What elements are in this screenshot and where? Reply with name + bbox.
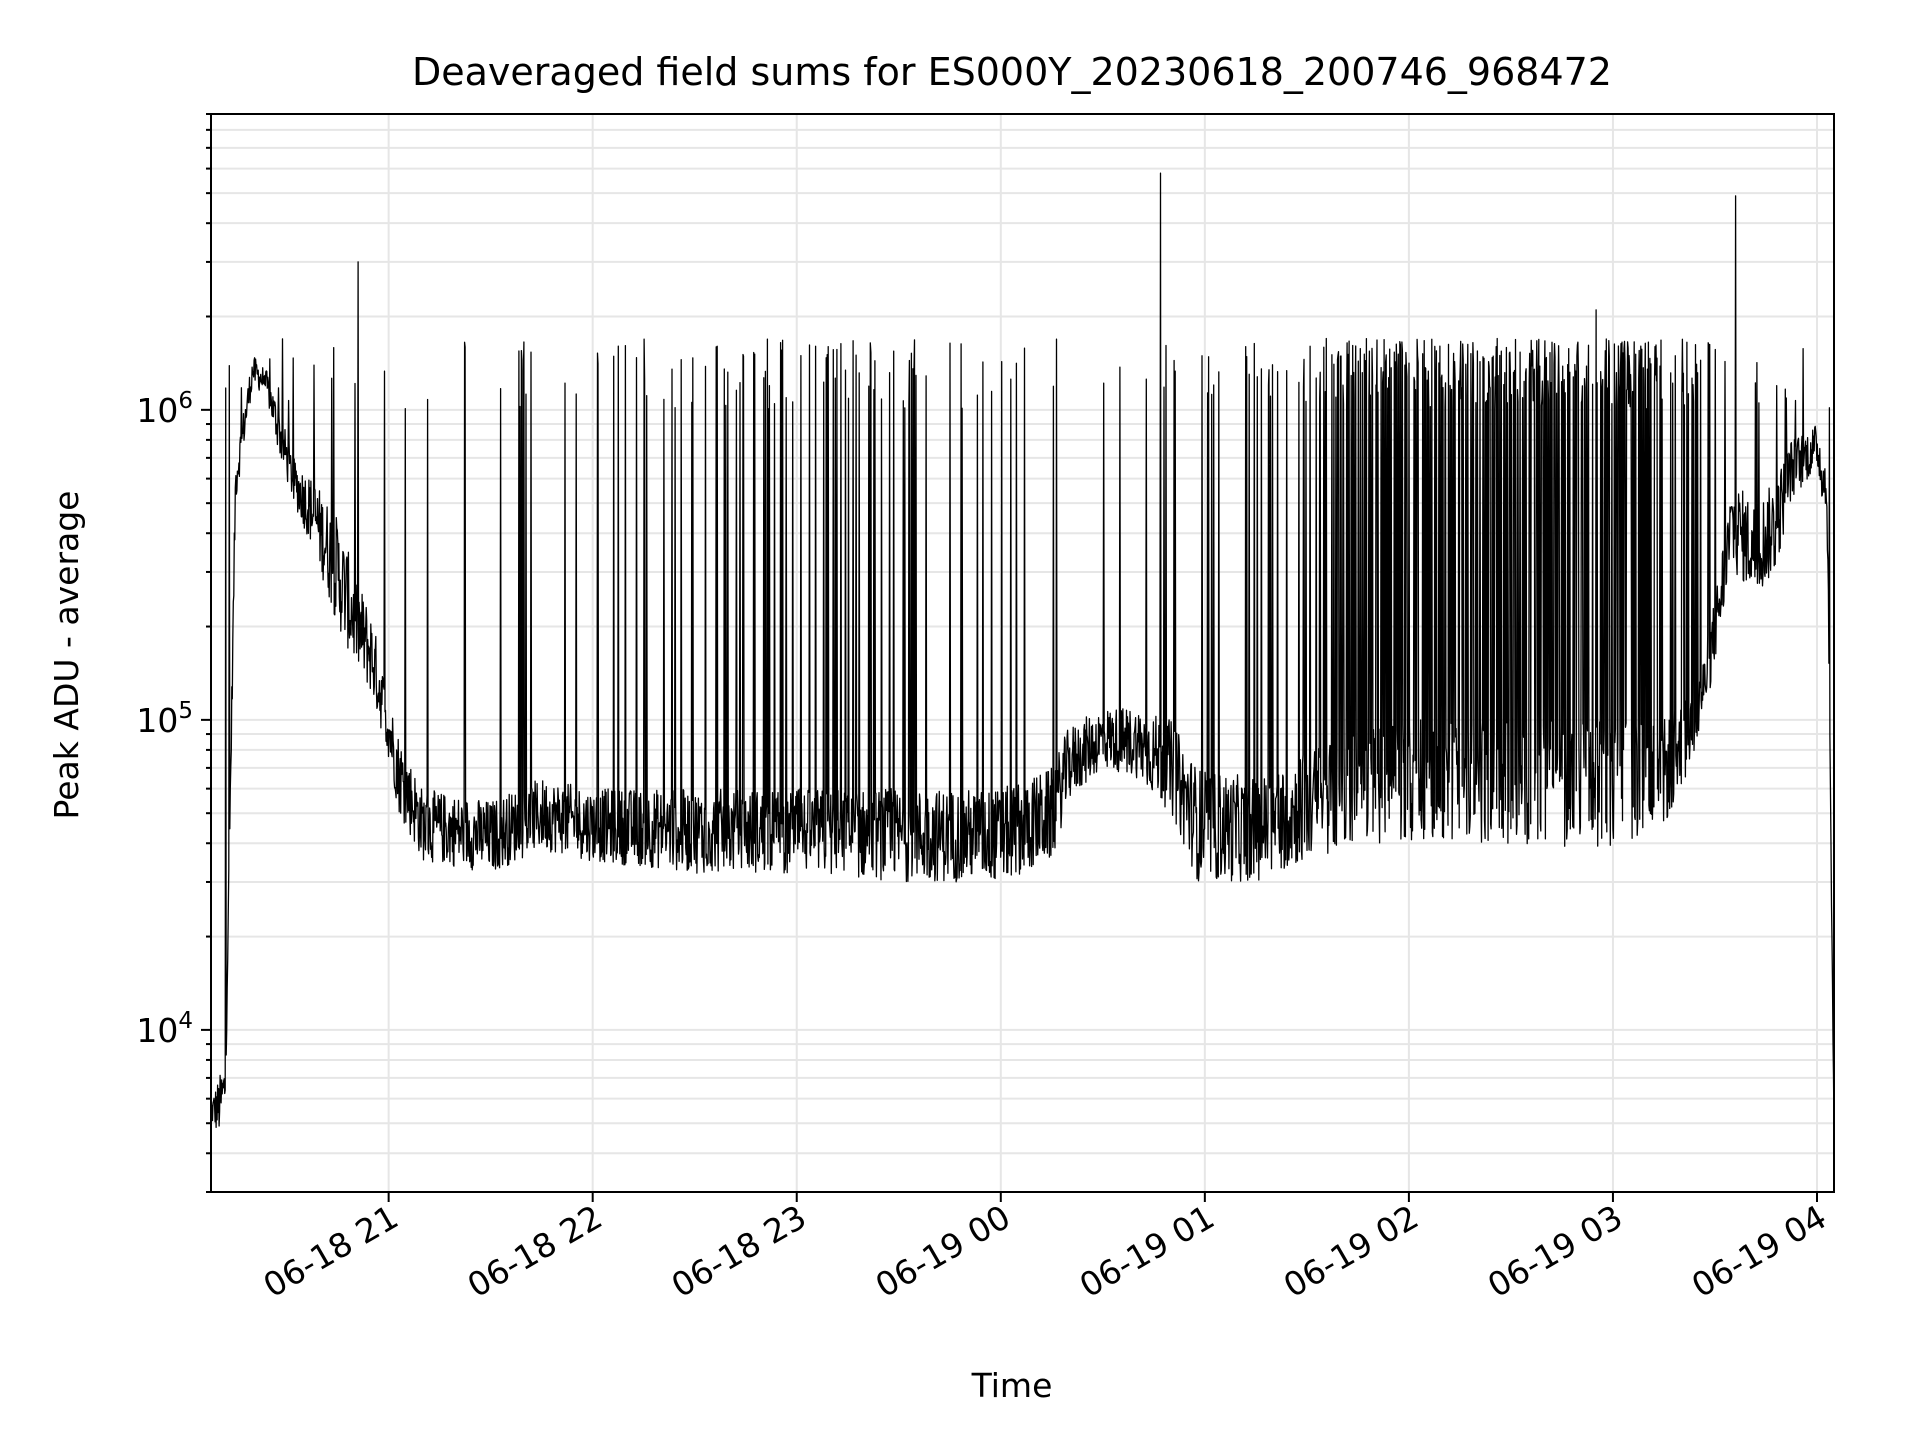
y-axis-label: Peak ADU - average xyxy=(47,491,86,820)
x-axis-ticks: 06-18 21 06-18 22 06-18 23 06-19 00 06-19 01… xyxy=(257,1192,1833,1305)
y-axis-ticks: 104 105 106 xyxy=(136,113,211,1193)
y-tick-label: 105 xyxy=(136,698,193,740)
x-axis-label: Time xyxy=(971,1366,1053,1405)
x-tick-label: 06-18 23 xyxy=(665,1197,813,1305)
y-tick-label: 106 xyxy=(136,388,193,430)
chart-title: Deaveraged field sums for ES000Y_2023061… xyxy=(412,50,1612,94)
series-line xyxy=(210,172,1835,1133)
x-tick-label: 06-19 02 xyxy=(1277,1197,1425,1305)
x-tick-label: 06-18 22 xyxy=(461,1197,609,1305)
x-tick-label: 06-19 04 xyxy=(1685,1197,1833,1305)
grid xyxy=(211,113,1834,1193)
plot-frame xyxy=(210,113,1835,1193)
x-tick-label: 06-19 03 xyxy=(1481,1197,1629,1305)
x-tick-label: 06-18 21 xyxy=(257,1197,405,1305)
x-tick-label: 06-19 01 xyxy=(1073,1197,1221,1305)
data-line xyxy=(210,172,1835,1133)
y-tick-label: 104 xyxy=(136,1008,193,1050)
x-tick-label: 06-19 00 xyxy=(869,1197,1017,1305)
